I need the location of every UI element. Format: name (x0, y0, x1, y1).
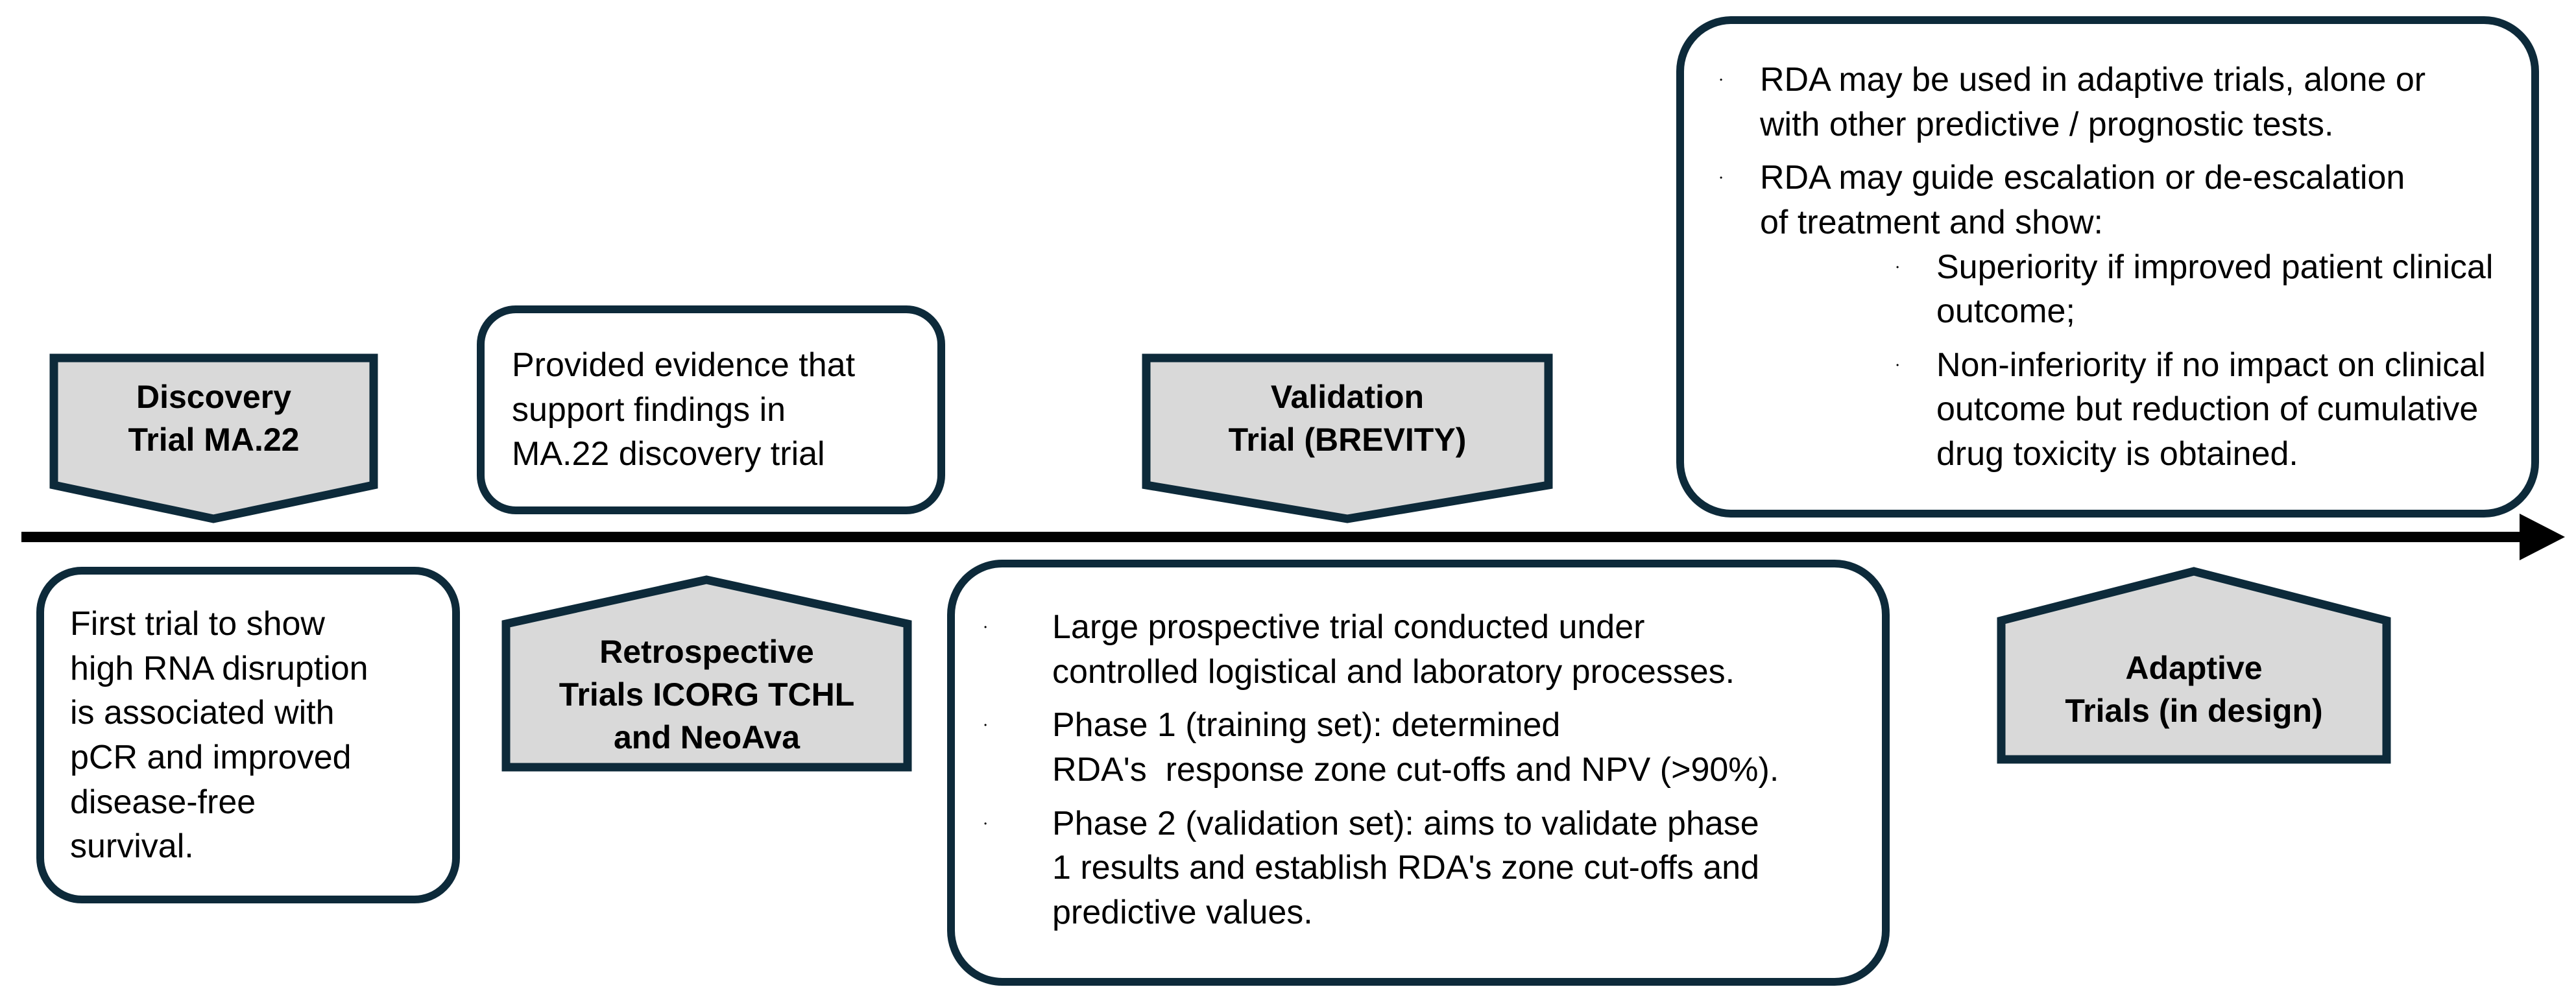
adaptive-bullet-2: • RDA may guide escalation or de-escalat… (1720, 156, 2505, 244)
bullet-icon: • (984, 720, 987, 730)
milestone-discovery-text: Discovery Trial MA.22 (128, 379, 300, 458)
milestone-discovery-trial: Discovery Trial MA.22 (49, 353, 378, 523)
callout-discovery-note: First trial to show high RNA disruption … (36, 567, 460, 903)
pentagon-down-icon (1142, 353, 1553, 523)
pentagon-up-icon (501, 575, 912, 772)
validation-bullet-2-text: Phase 1 (training set): determined RDA's… (1052, 706, 1779, 789)
validation-bullet-1-text: Large prospective trial conducted under … (1052, 608, 1735, 691)
milestone-adaptive-label: Adaptive Trials (in design) (1997, 617, 2391, 761)
milestone-adaptive-trials: Adaptive Trials (in design) (1997, 567, 2391, 764)
pentagon-up-icon (1997, 567, 2391, 764)
adaptive-sub-bullet-1: • Superiority if improved patient clinic… (1896, 245, 2505, 334)
adaptive-sub-bullets: • Superiority if improved patient clinic… (1896, 245, 2505, 477)
milestone-adaptive-text: Adaptive Trials (in design) (2065, 649, 2323, 729)
adaptive-sub-bullet-1-text: Superiority if improved patient clinical… (1936, 248, 2494, 331)
milestone-retrospective-label: Retrospective Trials ICORG TCHL and NeoA… (501, 621, 912, 768)
adaptive-bullet-2-text: RDA may guide escalation or de-escalatio… (1760, 159, 2405, 241)
callout-validation-details: • Large prospective trial conducted unde… (947, 560, 1890, 986)
bullet-icon: • (1720, 75, 1723, 84)
validation-bullet-1: • Large prospective trial conducted unde… (984, 605, 1856, 694)
retrospective-note-text: Provided evidence that support findings … (512, 346, 856, 473)
validation-bullet-3-text: Phase 2 (validation set): aims to valida… (1052, 804, 1759, 931)
timeline-arrowhead-icon (2520, 514, 2565, 560)
milestone-validation-trial: Validation Trial (BREVITY) (1142, 353, 1553, 523)
adaptive-sub-bullet-2-text: Non-inferiority if no impact on clinical… (1936, 346, 2486, 473)
timeline-axis (21, 532, 2521, 542)
adaptive-sub-bullet-2: • Non-inferiority if no impact on clinic… (1896, 343, 2505, 477)
bullet-icon: • (984, 623, 987, 632)
bullet-icon: • (1896, 360, 1899, 370)
discovery-note-text: First trial to show high RNA disruption … (70, 605, 368, 866)
adaptive-bullet-1: • RDA may be used in adaptive trials, al… (1720, 58, 2505, 147)
milestone-retrospective-text: Retrospective Trials ICORG TCHL and NeoA… (559, 634, 855, 756)
milestone-validation-label: Validation Trial (BREVITY) (1142, 353, 1553, 483)
milestone-discovery-label: Discovery Trial MA.22 (49, 353, 378, 483)
bullet-icon: • (1720, 173, 1723, 183)
milestone-validation-text: Validation Trial (BREVITY) (1228, 379, 1467, 458)
bullet-icon: • (1896, 262, 1899, 272)
bullet-icon: • (984, 818, 987, 828)
validation-bullet-3: • Phase 2 (validation set): aims to vali… (984, 802, 1856, 935)
pentagon-down-icon (49, 353, 378, 523)
milestone-retrospective-trials: Retrospective Trials ICORG TCHL and NeoA… (501, 575, 912, 772)
validation-bullet-2: • Phase 1 (training set): determined RDA… (984, 703, 1856, 792)
callout-retrospective-note: Provided evidence that support findings … (477, 305, 945, 514)
callout-adaptive-note: • RDA may be used in adaptive trials, al… (1676, 16, 2539, 518)
adaptive-bullet-1-text: RDA may be used in adaptive trials, alon… (1760, 61, 2426, 143)
